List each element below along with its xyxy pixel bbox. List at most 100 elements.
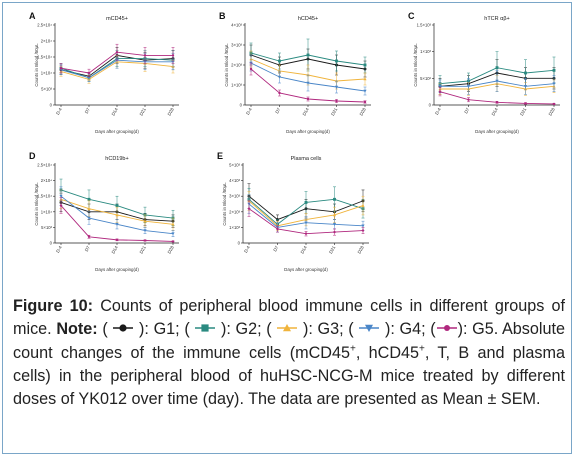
x-axis-label: Days after grouping(d)	[284, 267, 328, 272]
data-point	[363, 89, 367, 93]
x-tick-label: D-4	[245, 107, 253, 116]
x-tick-label: D7	[274, 107, 281, 115]
legend-marker-g2-icon	[194, 318, 216, 341]
y-tick-label: 5×10³	[229, 163, 240, 168]
legend-marker	[365, 325, 374, 333]
figure-caption: Figure 10: Counts of peripheral blood im…	[13, 295, 565, 411]
data-point	[332, 213, 337, 217]
data-point	[143, 229, 147, 233]
chart-title: Plasma cells	[291, 156, 322, 162]
x-tick-label: D14	[300, 245, 309, 255]
x-tick-label: D14	[111, 107, 120, 117]
x-tick-label: D28	[359, 107, 368, 117]
x-axis-label: Days after grouping(d)	[286, 129, 330, 134]
data-point	[59, 67, 63, 70]
y-tick-label: 4×10³	[231, 23, 242, 28]
caption-sup-2: +	[419, 343, 425, 355]
legend-marker	[201, 324, 209, 332]
legend-g4: ( ): G4;	[344, 320, 425, 338]
x-tick-label: D-4	[243, 245, 251, 254]
data-point	[438, 90, 442, 93]
x-tick-label: D14	[111, 245, 120, 255]
caption-label: Figure 10:	[13, 297, 94, 315]
x-tick-label: D21	[328, 245, 337, 255]
panel-letter-b: B	[219, 11, 226, 21]
data-point	[304, 232, 308, 235]
data-point	[276, 227, 279, 231]
panel-letter-d: D	[29, 151, 36, 161]
y-tick-label: 0	[238, 241, 241, 246]
chart-title: hCD45+	[298, 16, 318, 22]
data-point	[87, 71, 91, 75]
y-tick-label: 3×10³	[229, 194, 240, 199]
data-point	[171, 222, 175, 226]
legend-marker	[443, 325, 450, 332]
legend-glyph-svg	[195, 324, 216, 332]
chart-svg-e: E Plasma cells 0 1×10³ 2×10³ 3×10³ 4×10³ 5×10³ C…	[217, 151, 369, 272]
caption-text-1: Counts of peripheral blood immune cells …	[13, 297, 566, 339]
x-tick-label: D-4	[434, 107, 442, 116]
caption-text-2a: Absolute count changes of the immune cel…	[13, 320, 565, 362]
caption-sup-1: +	[349, 343, 356, 355]
legend-g3: ( ): G3;	[262, 320, 343, 338]
y-axis-label: Counts in Blood /50μL	[34, 43, 39, 87]
y-axis-label: Counts in Blood /50μL	[34, 182, 39, 226]
data-point	[467, 98, 470, 101]
panel-letter-e: E	[217, 151, 223, 161]
legend-glyph-svg	[436, 325, 457, 332]
legend-g5: (): G5.	[426, 318, 498, 341]
y-tick-label: 0	[50, 241, 53, 246]
y-axis-label: Counts in Blood /50μL	[413, 43, 418, 87]
data-point	[335, 99, 338, 103]
chart-title: mCD45+	[106, 16, 128, 22]
legend-marker	[283, 324, 292, 332]
panel-letter-a: A	[29, 11, 36, 21]
data-point	[523, 85, 528, 88]
y-tick-label: 1×10⁴	[41, 71, 52, 76]
data-point	[87, 76, 91, 80]
y-tick-label: 1×10⁴	[41, 209, 52, 214]
y-tick-label: 2.5×10⁴	[37, 163, 52, 168]
x-tick-label: D28	[167, 107, 176, 117]
series-g4	[249, 54, 367, 96]
legend-g2: ( ): G2;	[180, 318, 261, 341]
panel-letter-c: C	[408, 11, 415, 21]
series-g5	[59, 197, 175, 243]
data-point	[115, 204, 119, 207]
data-point	[334, 85, 339, 89]
y-tick-label: 3×10³	[231, 43, 242, 48]
y-tick-label: 2×10⁴	[41, 39, 52, 44]
caption-text-2c: , T, B and plasma cells) in the peripher…	[13, 343, 565, 408]
x-tick-label: D7	[272, 245, 279, 253]
legend-marker-g1-icon	[112, 318, 134, 341]
data-point	[278, 91, 281, 95]
x-axis-label: Days after grouping(d)	[95, 267, 139, 272]
x-tick-label: D28	[357, 245, 366, 255]
data-point	[333, 230, 336, 234]
data-point	[304, 221, 308, 225]
y-tick-label: 1×10³	[420, 49, 431, 54]
chart-panel-e: E Plasma cells 0 1×10³ 2×10³ 3×10³ 4×10³ 5×10³ C…	[217, 151, 377, 279]
data-point	[249, 67, 253, 71]
legend-glyph-svg	[359, 325, 380, 333]
x-axis-label: Days after grouping(d)	[475, 129, 519, 134]
data-point	[332, 223, 337, 226]
data-point	[304, 201, 308, 204]
data-point	[115, 51, 119, 54]
y-tick-label: 1.5×10⁴	[37, 194, 52, 199]
series-g5	[247, 200, 365, 237]
legend-marker-g5-icon	[436, 318, 458, 341]
legend-marker	[119, 324, 127, 332]
x-tick-label: D21	[139, 245, 148, 255]
series-g5	[249, 62, 367, 104]
x-tick-label: D-4	[55, 107, 63, 116]
y-axis-label: Counts in Blood /50μL	[224, 43, 229, 87]
data-point	[143, 219, 147, 223]
